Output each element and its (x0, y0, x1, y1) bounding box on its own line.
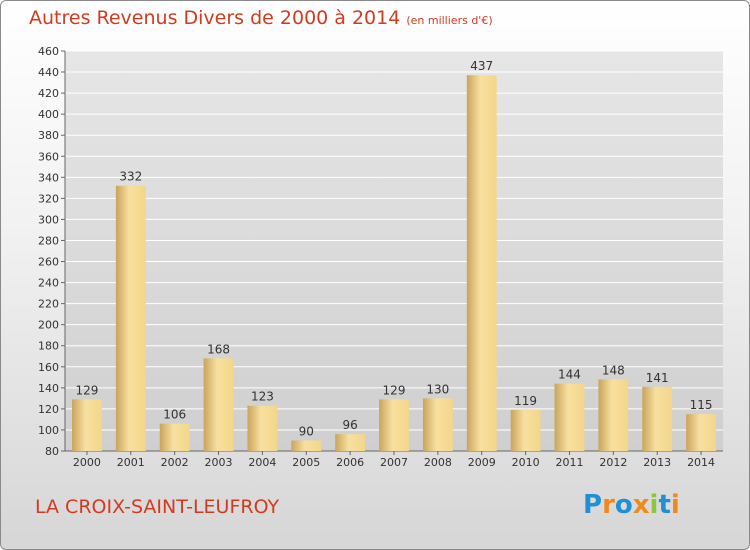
place-name: LA CROIX-SAINT-LEUFROY (35, 496, 280, 518)
y-tick-label: 260 (38, 256, 59, 269)
y-tick-label: 400 (38, 108, 59, 121)
bar (291, 440, 322, 451)
bar (335, 434, 366, 451)
y-tick-label: 240 (38, 277, 59, 290)
y-tick-label: 340 (38, 171, 59, 184)
x-tick-label: 2007 (380, 456, 408, 469)
bar (510, 409, 541, 451)
logo-letter: o (614, 490, 633, 520)
bar (686, 414, 716, 451)
proxiti-logo: Proxiti (583, 490, 680, 520)
data-label: 115 (690, 398, 713, 412)
logo-letter: P (583, 490, 603, 520)
y-tick-label: 320 (38, 192, 59, 205)
x-tick-label: 2006 (336, 456, 364, 469)
data-label: 141 (646, 371, 669, 385)
labels-layer: 80 100 120 140 160 180 200 220 240 260 280 300 320 34… (38, 45, 715, 469)
data-label: 129 (75, 383, 98, 397)
bar (247, 405, 278, 451)
x-tick-label: 2013 (643, 456, 671, 469)
y-tick-label: 380 (38, 129, 59, 142)
bar (203, 358, 234, 451)
x-tick-label: 2001 (117, 456, 145, 469)
y-tick-label: 440 (38, 66, 59, 79)
y-tick-label: 460 (38, 45, 59, 58)
y-tick-label: 220 (38, 298, 59, 311)
data-label: 130 (426, 382, 449, 396)
data-label: 123 (251, 390, 274, 404)
x-tick-label: 2008 (424, 456, 452, 469)
bar (422, 398, 453, 451)
y-tick-label: 120 (38, 403, 59, 416)
chart-title-text: Autres Revenus Divers de 2000 à 2014 (29, 7, 401, 29)
bar (554, 383, 585, 451)
data-label: 90 (299, 424, 314, 438)
x-tick-label: 2010 (512, 456, 540, 469)
x-tick-label: 2003 (205, 456, 233, 469)
x-tick-label: 2000 (73, 456, 101, 469)
data-label: 119 (514, 394, 537, 408)
y-tick-label: 200 (38, 319, 59, 332)
logo-letter: t (658, 490, 671, 520)
data-label: 148 (602, 363, 625, 377)
x-tick-label: 2011 (555, 456, 583, 469)
logo-letter: x (632, 490, 650, 520)
data-label: 437 (470, 59, 493, 73)
y-tick-label: 180 (38, 340, 59, 353)
y-tick-label: 80 (45, 445, 59, 458)
data-label: 129 (383, 383, 406, 397)
x-tick-label: 2012 (599, 456, 627, 469)
chart-title: Autres Revenus Divers de 2000 à 2014 (en … (29, 7, 493, 29)
y-tick-label: 420 (38, 87, 59, 100)
bar (642, 386, 673, 451)
data-label: 106 (163, 408, 186, 422)
bar (115, 185, 146, 451)
bar (379, 399, 409, 451)
y-tick-label: 140 (38, 382, 59, 395)
data-label: 168 (207, 342, 230, 356)
y-tick-label: 300 (38, 213, 59, 226)
y-tick-label: 360 (38, 150, 59, 163)
x-tick-label: 2014 (687, 456, 715, 469)
y-tick-label: 280 (38, 234, 59, 247)
chart-subtitle: (en milliers d'€) (406, 14, 493, 27)
y-tick-label: 100 (38, 424, 59, 437)
bar (72, 399, 102, 451)
x-tick-label: 2009 (468, 456, 496, 469)
logo-letter: i (649, 490, 659, 520)
bars-layer (72, 75, 716, 452)
data-label: 332 (119, 170, 142, 184)
data-label: 144 (558, 368, 581, 382)
x-tick-label: 2004 (248, 456, 276, 469)
bar (159, 423, 190, 451)
logo-letter: r (602, 490, 615, 520)
logo-letter: i (670, 490, 680, 520)
bar (466, 75, 497, 452)
bar (598, 379, 629, 451)
x-tick-label: 2002 (161, 456, 189, 469)
data-label: 96 (342, 418, 357, 432)
x-tick-label: 2005 (292, 456, 320, 469)
y-tick-label: 160 (38, 361, 59, 374)
